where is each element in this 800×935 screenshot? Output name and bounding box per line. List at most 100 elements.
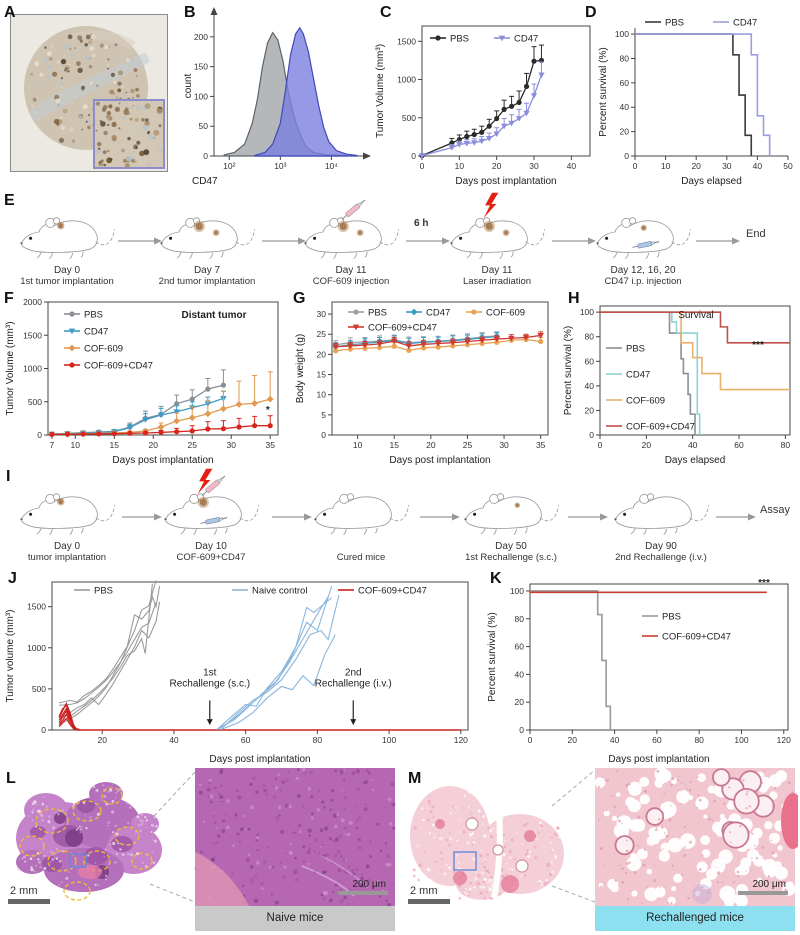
svg-text:CD47: CD47: [514, 34, 538, 45]
svg-text:20: 20: [149, 440, 159, 450]
svg-text:Tumor volume (mm³): Tumor volume (mm³): [5, 610, 16, 703]
svg-text:120: 120: [777, 735, 791, 745]
svg-text:25: 25: [317, 329, 327, 339]
svg-text:Body weight (g): Body weight (g): [295, 334, 306, 403]
svg-text:100: 100: [580, 307, 594, 317]
svg-text:10: 10: [661, 161, 671, 171]
svg-text:25: 25: [188, 440, 198, 450]
svg-text:500: 500: [28, 397, 42, 407]
histology-svg: 2 mm 200 μm: [408, 767, 800, 908]
svg-text:Tumor Volume (mm³): Tumor Volume (mm³): [375, 44, 386, 138]
panel-letter-m: M: [408, 770, 422, 787]
mouse-tail: [671, 229, 692, 246]
schematic-step: Cured mice: [300, 466, 422, 563]
svg-text:Survival: Survival: [678, 310, 714, 321]
tumor-icon: [502, 229, 510, 237]
syringe-icon: [201, 475, 226, 496]
svg-text:COF-609+CD47: COF-609+CD47: [662, 632, 731, 643]
mouse-tail: [379, 229, 400, 246]
svg-text:0: 0: [41, 725, 46, 735]
svg-text:80: 80: [515, 614, 525, 624]
svg-text:CD47: CD47: [733, 18, 757, 29]
laser-bolt-icon: [197, 468, 213, 494]
arrow-icon: [272, 513, 312, 521]
tumor-icon: [356, 229, 364, 237]
flow-arrow: [568, 510, 608, 528]
syringe-icon: [200, 517, 228, 525]
svg-text:25: 25: [463, 440, 473, 450]
chart-svg: 0 10 20 30 40 0 500 1000 1500 Days post implantat…: [375, 25, 591, 187]
step-description: 2nd Rechallenge (i.v.): [615, 552, 707, 563]
mouse-tail: [525, 229, 546, 246]
flow-arrow: [406, 234, 450, 252]
svg-text:Days post implantation: Days post implantation: [209, 754, 310, 765]
svg-text:20: 20: [97, 735, 107, 745]
arrow-icon: [552, 237, 596, 245]
mouse-eye: [623, 512, 627, 516]
mouse-tail: [95, 229, 116, 246]
tumor-icon: [193, 220, 205, 232]
svg-text:0: 0: [519, 725, 524, 735]
tumor-outline-dashed: [19, 835, 45, 857]
svg-text:10³: 10³: [274, 161, 286, 171]
svg-text:***: ***: [752, 340, 764, 351]
svg-text:30: 30: [317, 309, 327, 319]
arrow-icon: [118, 237, 162, 245]
svg-text:15: 15: [317, 370, 327, 380]
svg-text:80: 80: [313, 735, 323, 745]
svg-text:1500: 1500: [23, 330, 42, 340]
step-day-label: Day 50: [495, 541, 527, 552]
mouse-eye: [173, 512, 177, 516]
step-day-label: Day 11: [335, 265, 367, 276]
zoom-scale-bar-label: 200 μm: [752, 879, 786, 890]
syringe-icon: [341, 199, 366, 220]
tumor-icon: [337, 220, 349, 232]
panel-a-ihc-tissue-image: [10, 14, 168, 177]
svg-text:500: 500: [402, 113, 416, 123]
svg-text:30: 30: [529, 161, 539, 171]
tumor-outline-dashed: [83, 850, 111, 872]
svg-text:CD47: CD47: [426, 308, 450, 319]
svg-text:Percent survival (%): Percent survival (%): [487, 612, 498, 701]
svg-text:PBS: PBS: [662, 612, 681, 623]
step-description: Cured mice: [336, 552, 386, 563]
schematic-step: Day 0 tumor implantation: [6, 466, 128, 563]
panel-letter-b: B: [184, 4, 196, 21]
svg-text:10²: 10²: [223, 161, 235, 171]
svg-text:60: 60: [585, 356, 595, 366]
step-day-label: Day 10: [195, 541, 227, 552]
step-description: COF-609+CD47: [176, 552, 246, 563]
arrow-icon: [122, 513, 162, 521]
svg-text:10: 10: [455, 161, 465, 171]
mouse-eye: [473, 512, 477, 516]
mouse-one-tumor: [20, 493, 116, 535]
svg-text:PBS: PBS: [626, 344, 645, 355]
schematic-step: Day 12, 16, 20 CD47 i.p. injection: [582, 190, 704, 287]
schematic-step: Day 11 Laser irradiation: [436, 190, 558, 287]
flow-arrow: [262, 234, 306, 252]
svg-text:PBS: PBS: [665, 18, 684, 29]
mouse-tail: [239, 505, 260, 522]
svg-text:0: 0: [37, 430, 42, 440]
flow-arrow: [716, 510, 756, 528]
svg-text:0: 0: [598, 440, 603, 450]
ihc-tissue-core: [10, 14, 168, 172]
tumor-outline-dashed: [101, 787, 123, 805]
arrow-icon: [262, 237, 306, 245]
svg-text:COF-609: COF-609: [626, 396, 665, 407]
svg-text:20: 20: [492, 161, 502, 171]
chart-svg: 7 10 15 20 25 30 35 0 500 1000 1500 2000 Days post i…: [5, 297, 279, 466]
syringe-icon: [632, 241, 660, 249]
panel-letter-l: L: [6, 770, 16, 787]
panel-m-lung-section-image: 2 mm 200 μm: [402, 766, 800, 913]
svg-text:20: 20: [426, 440, 436, 450]
schematic-step: Day 10 COF-609+CD47: [150, 466, 272, 563]
svg-text:30: 30: [499, 440, 509, 450]
step-description: COF-609 injection: [312, 276, 390, 287]
svg-text:Days elapsed: Days elapsed: [681, 176, 742, 187]
svg-text:60: 60: [515, 642, 525, 652]
tumor-outline-dashed: [114, 826, 140, 846]
panel-letter-g: G: [293, 290, 306, 307]
mouse-one-tumor: [20, 217, 116, 259]
